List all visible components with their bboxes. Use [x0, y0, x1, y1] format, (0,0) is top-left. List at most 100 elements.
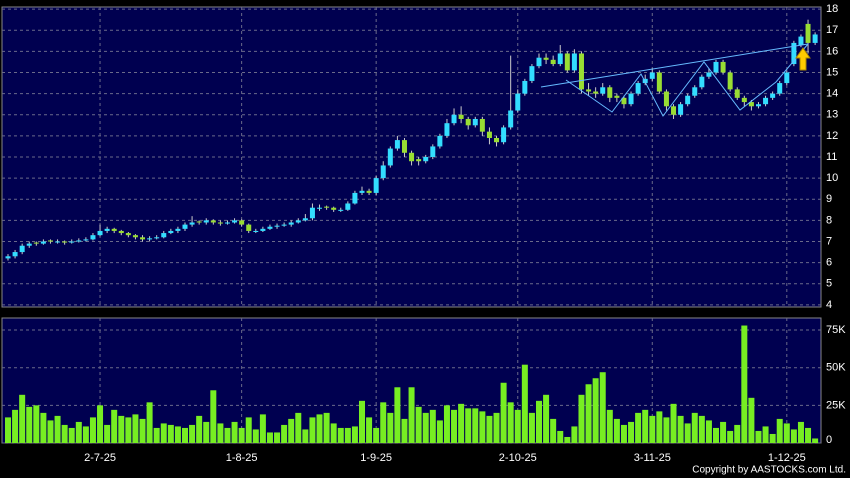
volume-bar — [620, 424, 627, 443]
x-tick-label: 3-11-25 — [634, 452, 671, 464]
candle-body — [288, 222, 294, 225]
candle-body — [671, 106, 677, 115]
candle-body — [253, 230, 259, 232]
volume-bar — [443, 405, 450, 443]
volume-bar — [252, 429, 259, 443]
volume-bar — [536, 400, 542, 443]
x-tick-label: 1-12-25 — [768, 452, 806, 464]
candle-body — [713, 61, 719, 73]
candle-body — [125, 233, 131, 236]
volume-bar — [40, 412, 47, 443]
candle-body — [628, 93, 634, 105]
volume-bar — [670, 403, 677, 443]
copyright: Copyright by AASTOCKS.com Ltd. — [692, 465, 846, 476]
volume-bar — [713, 427, 719, 443]
candle-body — [812, 34, 818, 43]
candle-body — [246, 224, 252, 231]
candle-body — [5, 256, 11, 259]
candle-body — [755, 104, 761, 107]
volume-bar — [564, 436, 571, 443]
candle-body — [571, 53, 577, 71]
candle-body — [161, 233, 167, 238]
candle-body — [302, 218, 308, 221]
volume-bar — [691, 412, 698, 443]
volume-bar — [599, 372, 606, 443]
candle-body — [727, 72, 733, 90]
volume-bar — [259, 414, 266, 443]
candle-body — [430, 146, 436, 157]
candle-body — [508, 110, 514, 128]
y-tick-label: 7 — [826, 235, 832, 247]
candle-body — [550, 59, 556, 65]
candle-body — [380, 165, 386, 179]
candle-body — [26, 243, 32, 246]
volume-bar — [797, 421, 804, 443]
volume-bar — [61, 424, 68, 443]
volume-bar — [160, 423, 167, 443]
y-tick-label: 13 — [826, 109, 838, 121]
candle-body — [331, 207, 337, 210]
x-tick-label: 1-9-25 — [360, 452, 392, 464]
candle-body — [578, 53, 584, 90]
candle-body — [295, 220, 301, 223]
volume-bar — [295, 412, 302, 443]
candle-body — [614, 95, 620, 98]
volume-bar — [705, 420, 712, 443]
volume-bar — [472, 408, 479, 443]
volume-bar — [394, 387, 401, 443]
volume-bar — [415, 406, 422, 443]
volume-bar — [578, 394, 585, 443]
volume-bar — [359, 400, 365, 443]
candle-body — [678, 104, 684, 115]
candle-body — [182, 224, 188, 229]
y-tick-label: 14 — [826, 88, 838, 100]
volume-bar — [245, 417, 252, 443]
y-tick-label: 16 — [826, 45, 838, 57]
candle-body — [564, 53, 570, 71]
y2-tick-label: 0 — [826, 434, 832, 446]
y-tick-label: 12 — [826, 130, 838, 142]
candle-body — [607, 87, 613, 98]
candle-body — [543, 57, 549, 60]
candle-body — [309, 207, 315, 219]
candle-body — [76, 240, 82, 242]
candle-body — [338, 209, 344, 211]
volume-bar — [373, 427, 380, 443]
volume-bar — [19, 394, 26, 443]
candle-body — [486, 131, 492, 138]
volume-bar — [741, 325, 748, 443]
candle-body — [805, 23, 811, 43]
candle-body — [649, 72, 655, 79]
volume-bar — [12, 409, 19, 443]
volume-bar — [755, 430, 762, 443]
volume-bar — [337, 427, 344, 443]
candle-body — [83, 239, 89, 241]
candle-body — [458, 114, 464, 119]
volume-bar — [288, 418, 295, 443]
candle-body — [387, 148, 393, 166]
candle-body — [47, 240, 53, 242]
candle-body — [147, 238, 153, 240]
volume-bar — [153, 427, 160, 443]
candle-body — [90, 235, 96, 240]
volume-bar — [68, 427, 75, 443]
candle-body — [465, 118, 471, 126]
candle-body — [791, 42, 797, 65]
volume-bar — [380, 402, 387, 443]
candle-body — [62, 241, 68, 243]
candle-body — [437, 135, 443, 147]
volume-bar — [613, 418, 620, 443]
volume-bar — [47, 420, 54, 443]
volume-bar — [97, 405, 104, 443]
volume-bar — [104, 424, 111, 443]
volume-bar — [528, 412, 535, 443]
volume-bar — [684, 423, 691, 443]
volume-bar — [238, 427, 245, 443]
volume-bar — [323, 412, 330, 443]
volume-bar — [543, 394, 550, 443]
candle-body — [409, 152, 415, 162]
volume-bar — [422, 412, 429, 443]
volume-bar — [635, 412, 642, 443]
candle-body — [656, 72, 662, 92]
volume-bar — [458, 403, 465, 443]
